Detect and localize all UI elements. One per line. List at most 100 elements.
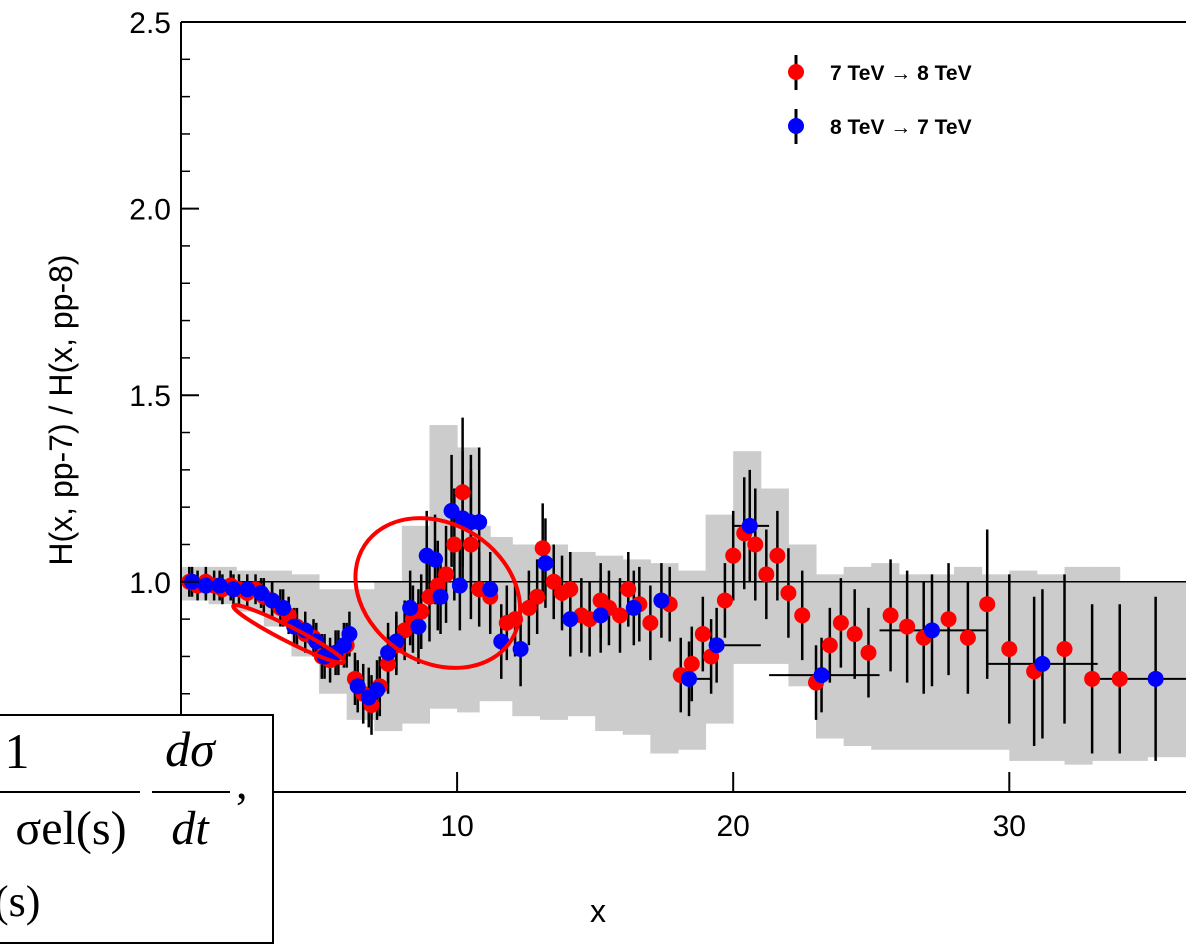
formula-fraction-bar-2 bbox=[152, 791, 230, 793]
point-7-to-8 bbox=[846, 626, 863, 643]
point-8-to-7 bbox=[1147, 670, 1164, 687]
formula-fraction-bar-1 bbox=[0, 791, 140, 793]
point-8-to-7 bbox=[380, 644, 397, 661]
plot-frame bbox=[180, 21, 1186, 937]
point-7-to-8 bbox=[446, 536, 463, 553]
point-8-to-7 bbox=[482, 581, 499, 598]
y-tick-label: 1.5 bbox=[129, 380, 171, 413]
point-7-to-8 bbox=[899, 618, 916, 635]
point-8-to-7 bbox=[1034, 655, 1051, 672]
point-8-to-7 bbox=[471, 514, 488, 531]
point-7-to-8 bbox=[534, 540, 551, 557]
point-8-to-7 bbox=[432, 588, 449, 605]
x-tick-label: 30 bbox=[993, 810, 1026, 843]
formula-denominator-2-wrap: dt bbox=[150, 802, 230, 856]
formula-fraction-2: dσ bbox=[150, 722, 230, 776]
legend: 7 TeV → 8 TeV 8 TeV → 7 TeV bbox=[788, 55, 972, 144]
formula-denominator-1-wrap: σel(s) bbox=[0, 802, 142, 856]
point-8-to-7 bbox=[349, 678, 366, 695]
band-step bbox=[650, 563, 679, 754]
point-7-to-8 bbox=[1111, 670, 1128, 687]
point-7-to-8 bbox=[529, 588, 546, 605]
point-8-to-7 bbox=[402, 599, 419, 616]
point-7-to-8 bbox=[562, 581, 579, 598]
point-8-to-7 bbox=[427, 551, 444, 568]
y-tick-label: 2.5 bbox=[129, 7, 171, 40]
point-7-to-8 bbox=[959, 629, 976, 646]
point-7-to-8 bbox=[821, 637, 838, 654]
point-8-to-7 bbox=[451, 577, 468, 594]
point-8-to-7 bbox=[653, 592, 670, 609]
point-8-to-7 bbox=[197, 577, 214, 594]
band-step bbox=[705, 514, 734, 724]
point-7-to-8 bbox=[860, 644, 877, 661]
point-8-to-7 bbox=[741, 517, 758, 534]
point-7-to-8 bbox=[725, 547, 742, 564]
point-8-to-7 bbox=[211, 577, 228, 594]
point-8-to-7 bbox=[625, 599, 642, 616]
highlight-ellipses bbox=[231, 516, 523, 670]
point-8-to-7 bbox=[708, 637, 725, 654]
point-7-to-8 bbox=[882, 607, 899, 624]
point-7-to-8 bbox=[940, 611, 957, 628]
band-step bbox=[1064, 566, 1093, 765]
point-7-to-8 bbox=[1056, 640, 1073, 657]
formula-denominator-1: σel(s) bbox=[15, 802, 127, 855]
point-7-to-8 bbox=[769, 547, 786, 564]
point-7-to-8 bbox=[683, 655, 700, 672]
point-8-to-7 bbox=[225, 581, 242, 598]
highlight-ellipse bbox=[231, 603, 347, 666]
point-8-to-7 bbox=[537, 555, 554, 572]
band-step bbox=[479, 525, 491, 702]
band-step bbox=[898, 574, 927, 750]
band-step bbox=[1119, 581, 1148, 761]
point-7-to-8 bbox=[462, 536, 479, 553]
point-8-to-7 bbox=[275, 599, 292, 616]
point-8-to-7 bbox=[562, 611, 579, 628]
highlight-ellipse bbox=[353, 516, 523, 670]
point-7-to-8 bbox=[794, 607, 811, 624]
band-step bbox=[871, 563, 900, 750]
point-7-to-8 bbox=[611, 607, 628, 624]
point-7-to-8 bbox=[747, 536, 764, 553]
formula-next-line: (s) bbox=[0, 877, 41, 926]
point-8-to-7 bbox=[923, 622, 940, 639]
point-7-to-8 bbox=[1001, 640, 1018, 657]
point-8-to-7 bbox=[369, 682, 386, 699]
formula-numerator-1: 1 bbox=[4, 723, 30, 779]
point-7-to-8 bbox=[620, 581, 637, 598]
legend-marker-1 bbox=[788, 64, 804, 80]
formula-box: 1 σel(s) dσ dt , (s) bbox=[0, 714, 274, 944]
point-8-to-7 bbox=[512, 640, 529, 657]
band-step bbox=[926, 574, 955, 750]
point-8-to-7 bbox=[239, 581, 256, 598]
point-7-to-8 bbox=[758, 566, 775, 583]
point-7-to-8 bbox=[545, 573, 562, 590]
data-points bbox=[181, 484, 1164, 713]
point-8-to-7 bbox=[592, 607, 609, 624]
x-axis-title: x bbox=[590, 893, 606, 929]
point-8-to-7 bbox=[813, 667, 830, 684]
point-7-to-8 bbox=[832, 614, 849, 631]
point-8-to-7 bbox=[681, 670, 698, 687]
band-step bbox=[1147, 581, 1186, 758]
formula-numerator-2: dσ bbox=[165, 721, 215, 777]
point-7-to-8 bbox=[454, 484, 471, 501]
formula-denominator-2: dt bbox=[171, 802, 209, 855]
y-tick-label: 2.0 bbox=[129, 194, 171, 227]
point-7-to-8 bbox=[421, 588, 438, 605]
point-7-to-8 bbox=[780, 584, 797, 601]
point-7-to-8 bbox=[979, 596, 996, 613]
formula-comma: , bbox=[236, 757, 248, 808]
point-7-to-8 bbox=[380, 655, 397, 672]
point-7-to-8 bbox=[396, 622, 413, 639]
x-tick-label: 20 bbox=[717, 810, 750, 843]
legend-marker-2 bbox=[788, 118, 804, 134]
legend-label-1: 7 TeV → 8 TeV bbox=[830, 62, 972, 85]
point-7-to-8 bbox=[642, 614, 659, 631]
point-7-to-8 bbox=[520, 599, 537, 616]
y-tick-label: 1.0 bbox=[129, 567, 171, 600]
point-8-to-7 bbox=[341, 626, 358, 643]
point-7-to-8 bbox=[716, 592, 733, 609]
